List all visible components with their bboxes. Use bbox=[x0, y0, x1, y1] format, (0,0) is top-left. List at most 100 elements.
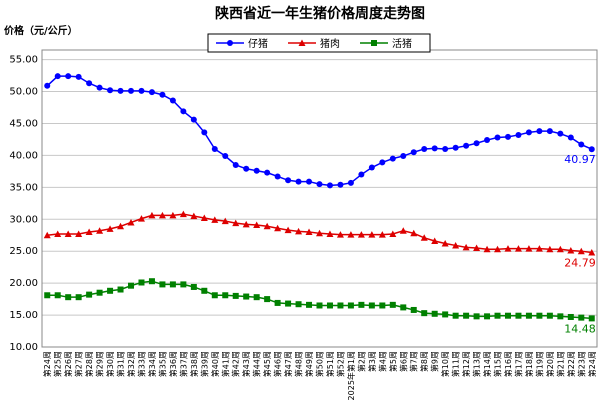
x-tick-label: 第10周 bbox=[440, 351, 450, 377]
data-point bbox=[285, 300, 292, 307]
y-tick-label: 45.00 bbox=[9, 118, 38, 129]
data-point bbox=[169, 281, 176, 288]
data-point bbox=[442, 146, 449, 152]
x-tick-label: 第29周 bbox=[95, 351, 105, 377]
data-point bbox=[201, 287, 208, 294]
y-tick-label: 30.00 bbox=[9, 214, 38, 225]
data-point bbox=[54, 292, 61, 299]
x-tick-label: 第45周 bbox=[262, 351, 272, 377]
data-point bbox=[358, 301, 365, 308]
data-point bbox=[588, 146, 595, 153]
data-point bbox=[515, 131, 522, 138]
x-tick-label: 第27周 bbox=[74, 351, 84, 377]
data-point bbox=[326, 230, 334, 237]
x-tick-label: 第20周 bbox=[545, 351, 555, 377]
data-point bbox=[410, 149, 417, 156]
x-tick-label: 第35周 bbox=[157, 351, 167, 377]
data-point bbox=[180, 281, 187, 288]
data-point bbox=[232, 219, 240, 227]
data-point bbox=[274, 299, 281, 306]
data-point bbox=[295, 178, 302, 185]
x-tick-label: 第52周 bbox=[335, 351, 345, 377]
data-point bbox=[316, 229, 323, 237]
legend-marker bbox=[227, 40, 233, 46]
data-point bbox=[117, 286, 124, 293]
x-tick-label: 第5周 bbox=[388, 351, 398, 372]
x-tick-label: 第41周 bbox=[220, 351, 230, 377]
data-point bbox=[494, 134, 501, 141]
data-point bbox=[578, 314, 585, 321]
data-point bbox=[567, 134, 574, 141]
data-label: 14.48 bbox=[564, 322, 596, 335]
x-tick-label: 2025年第1周 bbox=[346, 351, 356, 400]
x-tick-label: 第24周 bbox=[42, 351, 52, 377]
data-point bbox=[441, 240, 449, 247]
data-point bbox=[473, 244, 481, 251]
data-point bbox=[232, 161, 239, 168]
y-tick-label: 55.00 bbox=[9, 55, 38, 66]
data-point bbox=[128, 282, 135, 289]
data-point bbox=[54, 230, 62, 237]
data-point bbox=[148, 89, 155, 96]
data-point bbox=[64, 230, 72, 237]
data-point bbox=[347, 231, 355, 238]
legend-label: 活猪 bbox=[392, 38, 412, 50]
x-tick-label: 第42周 bbox=[231, 351, 241, 377]
data-point bbox=[336, 231, 344, 238]
x-tick-label: 第39周 bbox=[199, 351, 209, 377]
data-point bbox=[494, 312, 501, 319]
data-point bbox=[504, 133, 511, 140]
data-point bbox=[379, 159, 386, 166]
data-point bbox=[127, 218, 135, 226]
x-tick-label: 第23周 bbox=[576, 351, 586, 377]
data-point bbox=[400, 304, 407, 311]
data-point bbox=[420, 234, 428, 241]
data-point bbox=[96, 84, 103, 91]
data-point bbox=[410, 229, 418, 237]
data-point bbox=[169, 97, 176, 104]
data-point bbox=[117, 87, 124, 94]
data-point bbox=[368, 231, 376, 238]
data-point bbox=[316, 181, 323, 188]
data-point bbox=[180, 108, 187, 115]
data-point bbox=[484, 137, 491, 144]
y-tick-label: 25.00 bbox=[9, 246, 38, 257]
x-tick-label: 第38周 bbox=[189, 351, 199, 377]
x-tick-label: 第22周 bbox=[566, 351, 576, 377]
x-tick-label: 第16周 bbox=[503, 351, 513, 377]
data-point bbox=[504, 245, 512, 252]
data-point bbox=[442, 311, 449, 318]
x-tick-label: 第21周 bbox=[555, 351, 565, 377]
x-tick-label: 第46周 bbox=[273, 351, 283, 377]
data-point bbox=[85, 228, 93, 236]
data-point bbox=[264, 169, 271, 176]
x-tick-label: 第18周 bbox=[524, 351, 534, 377]
data-point bbox=[546, 128, 553, 135]
data-point bbox=[274, 173, 281, 180]
x-tick-label: 第44周 bbox=[252, 351, 262, 377]
data-point bbox=[452, 241, 460, 249]
data-point bbox=[211, 292, 218, 299]
x-tick-label: 第40周 bbox=[210, 351, 220, 377]
data-point bbox=[452, 312, 459, 319]
data-point bbox=[368, 164, 375, 171]
data-point bbox=[535, 245, 543, 252]
data-point bbox=[525, 312, 532, 319]
x-tick-label: 第8周 bbox=[419, 351, 429, 372]
x-tick-label: 第48周 bbox=[294, 351, 304, 377]
data-point bbox=[264, 296, 271, 303]
data-point bbox=[222, 292, 229, 299]
data-point bbox=[242, 220, 250, 228]
data-point bbox=[75, 73, 82, 80]
x-tick-label: 第49周 bbox=[304, 351, 314, 377]
data-point bbox=[159, 91, 166, 98]
data-point bbox=[347, 302, 354, 309]
data-point bbox=[190, 116, 197, 123]
data-point bbox=[578, 141, 585, 148]
x-tick-label: 第30周 bbox=[105, 351, 115, 377]
data-point bbox=[557, 313, 564, 320]
data-point bbox=[389, 155, 396, 162]
data-point bbox=[484, 313, 491, 320]
data-point bbox=[410, 306, 417, 313]
